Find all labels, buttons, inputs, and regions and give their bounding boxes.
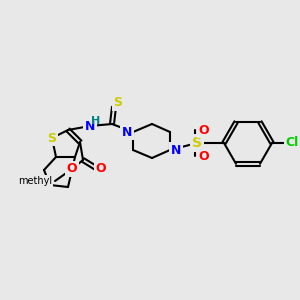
Text: Cl: Cl: [285, 136, 298, 149]
Text: N: N: [122, 125, 132, 139]
Text: O: O: [96, 161, 106, 175]
Text: O: O: [199, 149, 209, 163]
Text: S: S: [113, 97, 122, 110]
Text: N: N: [171, 143, 181, 157]
Text: S: S: [47, 131, 56, 145]
Text: H: H: [92, 116, 100, 126]
Text: O: O: [199, 124, 209, 136]
Text: methyl: methyl: [18, 176, 52, 186]
Text: O: O: [67, 163, 77, 176]
Text: N: N: [85, 119, 95, 133]
Text: S: S: [192, 136, 202, 150]
